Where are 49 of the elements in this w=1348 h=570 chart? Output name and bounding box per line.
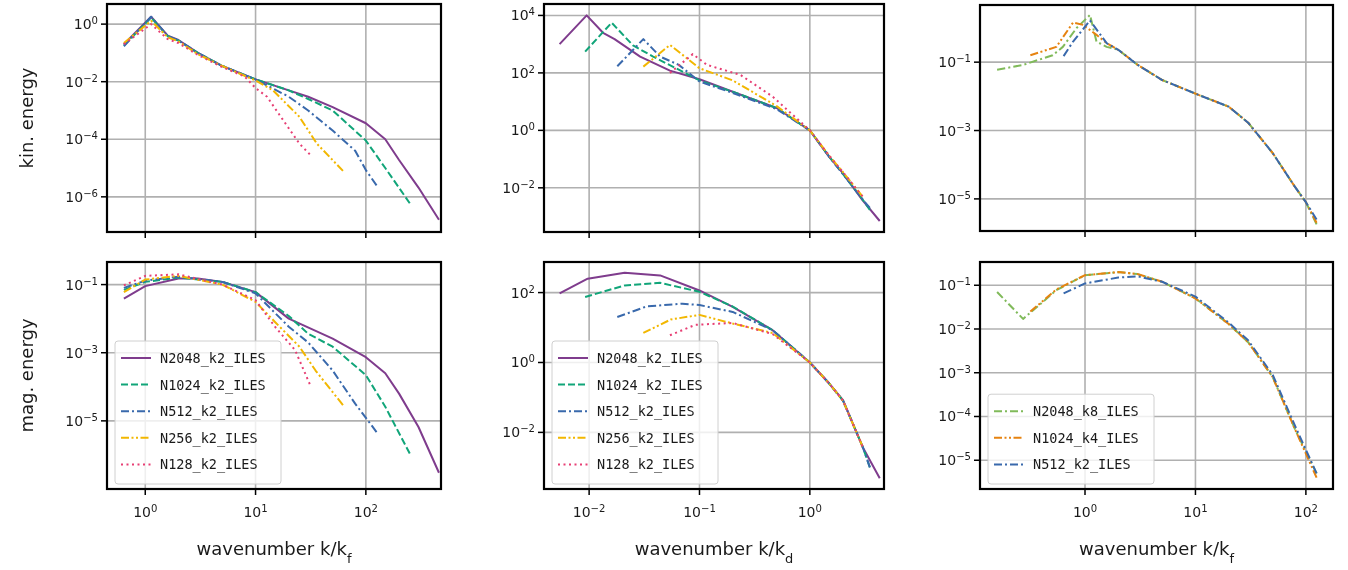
legend-label: N256_k2_ILES [597, 429, 695, 447]
y-tick-label: 10$^{−3}$ [938, 121, 971, 139]
y-tick-label: 10$^{−5}$ [65, 411, 98, 429]
y-axis-title: kin. energy [16, 67, 37, 169]
legend-label: N2048_k2_ILES [597, 350, 703, 367]
y-tick-label: 10$^{−1}$ [938, 275, 971, 294]
legend-label: N1024_k2_ILES [160, 376, 266, 394]
y-tick-label: 10$^{−2}$ [502, 422, 535, 441]
x-tick-label: 10$^{0}$ [1072, 502, 1098, 520]
legend-label: N512_k2_ILES [1033, 456, 1131, 474]
y-tick-label: 10$^{−4}$ [938, 406, 971, 425]
x-axis-title: wavenumber k/k$_{f}$ [196, 538, 352, 566]
legend-label: N1024_k4_ILES [1033, 429, 1139, 447]
y-tick-label: 10$^{−2}$ [65, 72, 98, 90]
x-tick-label: 10$^{2}$ [353, 502, 378, 520]
legend-label: N1024_k2_ILES [597, 376, 703, 394]
y-axis-title: mag. energy [16, 318, 37, 433]
legend-label: N512_k2_ILES [597, 403, 695, 421]
y-tick-label: 10$^{2}$ [510, 283, 535, 301]
y-tick-label: 10$^{−2}$ [502, 178, 535, 196]
y-tick-label: 10$^{2}$ [510, 63, 535, 81]
x-tick-label: 10$^{1}$ [243, 502, 268, 520]
y-tick-label: 10$^{−4}$ [65, 129, 98, 148]
y-tick-label: 10$^{−1}$ [65, 275, 98, 293]
x-tick-label: 10$^{0}$ [133, 502, 158, 520]
x-tick-label: 10$^{0}$ [797, 502, 822, 520]
y-tick-label: 10$^{0}$ [73, 14, 98, 33]
y-tick-label: 10$^{−5}$ [938, 189, 971, 207]
y-tick-label: 10$^{4}$ [510, 5, 535, 24]
y-tick-label: 10$^{−2}$ [938, 319, 971, 337]
x-tick-label: 10$^{1}$ [1183, 502, 1208, 520]
legend-label: N2048_k8_ILES [1033, 403, 1139, 421]
y-tick-label: 10$^{0}$ [510, 352, 535, 371]
x-axis-title: wavenumber k/k$_{f}$ [1079, 538, 1235, 566]
x-axis-title: wavenumber k/k$_{d}$ [634, 538, 794, 566]
y-tick-label: 10$^{−6}$ [65, 187, 98, 205]
x-tick-label: 10$^{−2}$ [572, 502, 606, 520]
legend-label: N512_k2_ILES [160, 403, 258, 421]
y-tick-label: 10$^{0}$ [510, 120, 535, 139]
y-tick-label: 10$^{−5}$ [938, 450, 971, 469]
x-tick-label: 10$^{2}$ [1293, 502, 1319, 520]
y-tick-label: 10$^{−3}$ [65, 343, 98, 361]
legend-label: N128_k2_ILES [597, 456, 695, 474]
y-tick-label: 10$^{−3}$ [938, 363, 971, 381]
y-tick-label: 10$^{−1}$ [938, 52, 971, 71]
legend-label: N128_k2_ILES [160, 456, 258, 474]
legend-label: N256_k2_ILES [160, 429, 258, 447]
legend-label: N2048_k2_ILES [160, 350, 266, 367]
x-tick-label: 10$^{−1}$ [683, 502, 716, 520]
